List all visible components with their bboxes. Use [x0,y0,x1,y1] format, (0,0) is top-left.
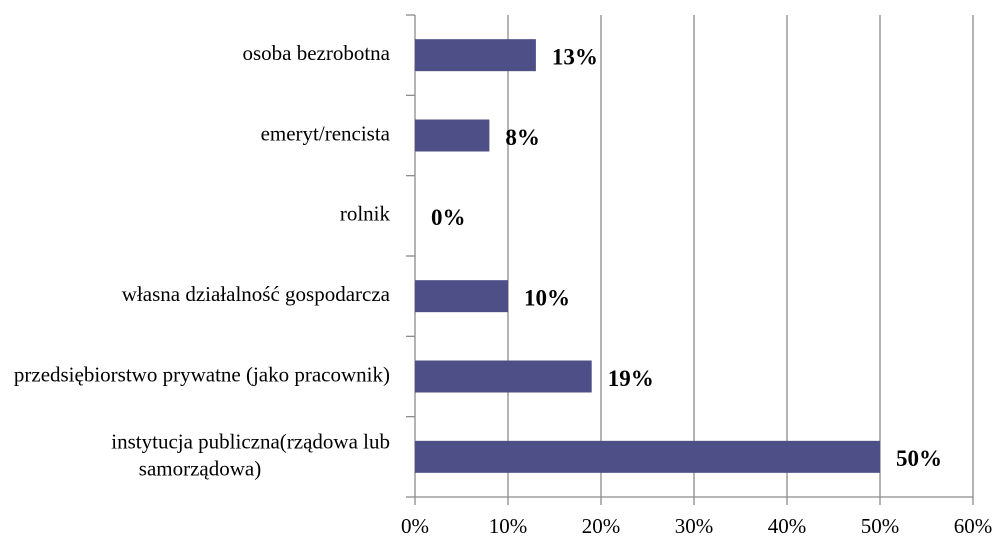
y-tick-label: własna działalność gospodarcza [122,282,391,306]
x-tick-label: 10% [489,514,528,538]
value-label: 19% [608,366,654,391]
value-label: 10% [524,285,570,310]
x-tick-label: 60% [954,514,993,538]
x-tick-label: 20% [582,514,621,538]
x-tick-label: 40% [768,514,807,538]
bar [415,360,592,393]
y-tick-label: rolnik [340,202,391,226]
value-label: 50% [896,446,942,471]
value-label: 0% [431,205,466,230]
bar [415,280,508,313]
x-tick-label: 30% [675,514,714,538]
y-tick-label: osoba bezrobotna [242,41,390,65]
y-tick-label: emeryt/rencista [261,121,391,145]
value-label: 13% [552,44,598,69]
y-tick-label: instytucja publiczna(rządowa lub samorząd… [111,429,390,480]
x-tick-label: 0% [401,514,429,538]
bar [415,39,536,72]
bar [415,440,880,473]
value-label: 8% [505,125,540,150]
x-tick-label: 50% [861,514,900,538]
y-tick-label: przedsiębiorstwo prywatne (jako pracowni… [14,362,390,386]
bar [415,119,490,152]
